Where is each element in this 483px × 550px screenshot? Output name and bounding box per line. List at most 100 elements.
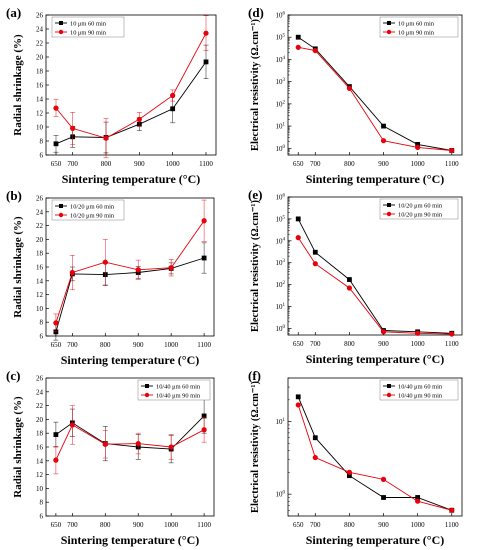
legend-label: 10/20 μm 90 min	[70, 212, 115, 219]
x-tick-label: 1000	[164, 341, 179, 349]
x-tick-label: 700	[310, 160, 321, 168]
panel-label: (e)	[248, 187, 262, 202]
x-tick-label: 900	[378, 521, 389, 529]
y-tick-label: 100	[276, 491, 286, 499]
x-axis-title: Sintering temperature (°C)	[61, 533, 200, 547]
x-tick-label: 800	[344, 340, 355, 348]
x-tick-label: 650	[51, 160, 62, 168]
x-tick-label: 650	[51, 521, 62, 529]
legend-box	[379, 16, 459, 38]
legend-marker	[58, 212, 64, 218]
data-series	[53, 405, 207, 475]
y-tick-label: 101	[276, 123, 286, 131]
panel-label: (b)	[6, 188, 22, 203]
y-tick-label: 12	[36, 471, 44, 479]
data-point	[53, 105, 59, 111]
x-tick-label: 900	[378, 340, 389, 348]
legend-marker	[144, 392, 150, 398]
x-tick-label: 1000	[411, 160, 426, 168]
y-tick-label: 18	[36, 68, 44, 76]
y-tick-label: 6	[40, 333, 44, 341]
data-series	[53, 398, 207, 464]
data-point	[449, 147, 455, 154]
legend-label: 10/20 μm 90 min	[398, 211, 443, 218]
y-tick-label: 12	[36, 110, 44, 118]
y-tick-label: 100	[276, 325, 286, 333]
y-tick-label: 103	[276, 78, 286, 86]
legend-label: 10 μm 60 min	[398, 20, 435, 27]
y-tick-label: 22	[36, 222, 44, 230]
data-point	[312, 47, 318, 54]
x-tick-label: 1000	[166, 160, 181, 168]
series-line	[298, 46, 452, 151]
data-point	[53, 320, 59, 326]
data-point	[415, 495, 421, 500]
data-point	[136, 116, 142, 122]
data-point	[53, 457, 59, 463]
legend-label: 10 μm 90 min	[70, 29, 107, 36]
x-tick-label: 1000	[411, 521, 426, 529]
series-line	[55, 415, 205, 450]
legend-marker	[387, 203, 391, 207]
y-tick-label: 100	[276, 145, 286, 153]
chart-panel: (b) 650 700 800 900 1000 1100 6 8 10 12 14 16 18 20 22 2…	[6, 188, 215, 367]
data-series	[295, 394, 455, 513]
x-tick-label: 700	[67, 160, 78, 168]
data-point	[380, 138, 387, 144]
panel-label: (a)	[6, 5, 21, 20]
y-tick-label: 26	[36, 12, 44, 20]
data-point	[168, 265, 174, 271]
x-tick-label: 1100	[445, 160, 459, 168]
y-tick-label: 106	[276, 12, 286, 20]
legend-label: 10/20 μm 60 min	[70, 203, 115, 210]
data-series	[295, 216, 455, 336]
data-point	[70, 125, 76, 131]
x-tick-label: 800	[344, 521, 355, 529]
y-tick-label: 24	[36, 388, 44, 396]
data-point	[312, 261, 318, 267]
data-point	[170, 92, 176, 99]
x-tick-label: 700	[310, 521, 321, 529]
data-series	[295, 44, 455, 154]
y-axis-title: Electrical resistivity (Ω.cm⁻¹)	[250, 199, 261, 332]
series-line	[297, 396, 452, 511]
x-tick-label: 800	[100, 521, 111, 529]
data-series	[53, 44, 209, 154]
x-tick-label: 900	[134, 160, 145, 168]
data-point	[53, 432, 59, 437]
data-point	[312, 435, 318, 441]
x-tick-label: 1100	[199, 160, 213, 168]
legend-marker	[58, 29, 64, 35]
y-tick-label: 22	[36, 402, 44, 410]
legend: 10/20 μm 60 min 10/20 μm 90 min	[51, 199, 125, 221]
data-point	[69, 422, 75, 428]
legend-marker	[145, 384, 149, 388]
y-tick-label: 10	[36, 305, 44, 313]
data-point	[53, 141, 59, 147]
data-point	[201, 427, 207, 433]
legend-box	[51, 199, 125, 221]
x-axis-title: Sintering temperature (°C)	[62, 172, 201, 186]
y-tick-label: 20	[36, 416, 44, 424]
y-tick-label: 18	[36, 250, 44, 258]
y-tick-label: 8	[40, 319, 44, 327]
y-tick-label: 20	[36, 236, 44, 244]
data-point	[295, 235, 301, 241]
y-tick-label: 8	[40, 138, 44, 146]
data-point	[415, 498, 421, 504]
x-axis-title: Sintering temperature (°C)	[306, 172, 445, 186]
data-point	[312, 454, 318, 461]
legend: 10 μm 60 min 10 μm 90 min	[51, 16, 125, 38]
x-tick-label: 1100	[197, 521, 211, 529]
legend: 10/20 μm 60 min 10/20 μm 90 min	[379, 198, 459, 220]
data-point	[346, 285, 353, 291]
y-tick-label: 16	[36, 82, 44, 90]
data-point	[135, 267, 141, 273]
data-point	[135, 440, 141, 447]
data-point	[201, 255, 207, 261]
chart-panel: (a) 650 700 800 900 1000 1100 6 8 10 12 14 16 18 20 22 2…	[6, 5, 217, 186]
legend-box	[379, 379, 459, 401]
x-tick-label: 800	[344, 160, 355, 168]
x-tick-label: 1100	[197, 341, 211, 349]
legend-label: 10/40 μm 90 min	[398, 392, 443, 399]
